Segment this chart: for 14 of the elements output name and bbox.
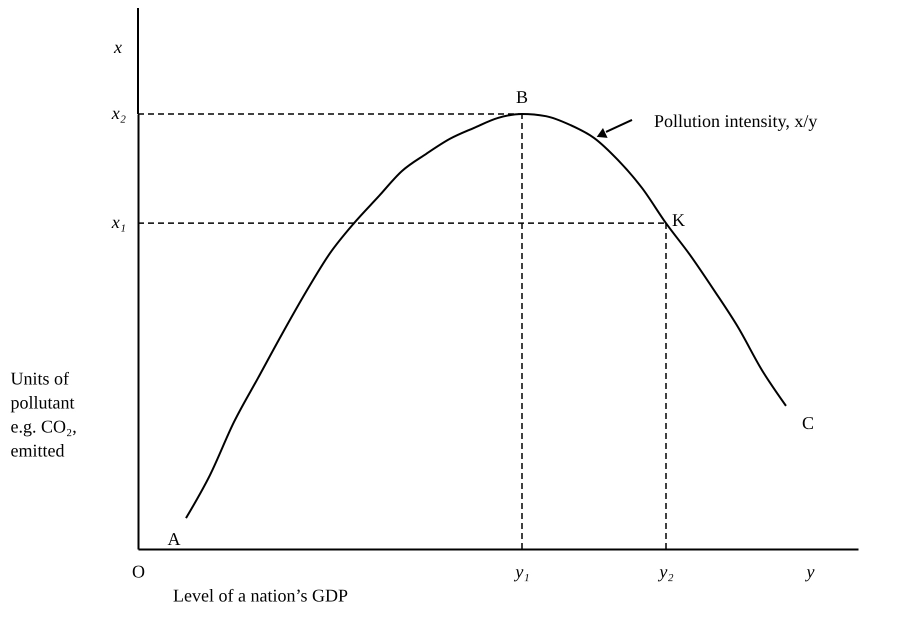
annotation: Pollution intensity, x/y [654,110,818,131]
x-tick-label: y₁ [513,562,530,582]
x-tick-label: y [804,562,814,582]
annotation: A [168,529,180,550]
annotation: C [802,412,814,433]
y-axis-title: Units of pollutant e.g. CO₂, emitted [10,368,77,460]
annotation: K [672,210,685,230]
x-axis-title: Level of a nation’s GDP [173,586,348,606]
x-tick-label: O [132,562,145,582]
annotation: x₂ [110,103,126,123]
annotation: B [516,87,528,107]
text: x [113,37,122,57]
x-tick-label: y₂ [657,562,674,582]
annotation: x₁ [110,212,126,232]
